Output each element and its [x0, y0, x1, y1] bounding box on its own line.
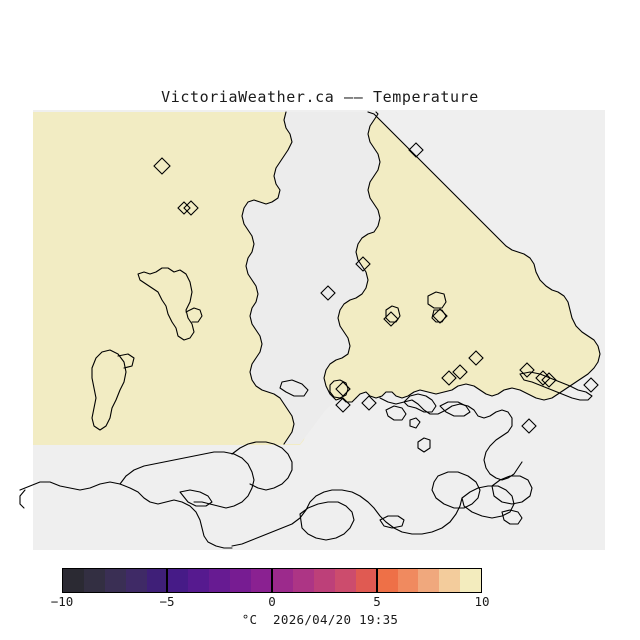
colorbar-tick-label: −10 — [50, 594, 74, 609]
colorbar-gradient[interactable] — [62, 568, 482, 593]
station-marker[interactable] — [541, 372, 557, 388]
station-marker[interactable] — [183, 200, 199, 216]
colorbar-swatch — [104, 569, 126, 592]
colorbar-tick-label: 0 — [268, 594, 276, 609]
colorbar-swatch — [83, 569, 105, 592]
colorbar-swatch — [167, 569, 189, 592]
colorbar-tick-label: 10 — [474, 594, 490, 609]
station-marker[interactable] — [383, 311, 399, 327]
colorbar-tick-label: 5 — [373, 594, 381, 609]
colorbar-swatch — [376, 569, 398, 592]
colorbar-swatch — [334, 569, 356, 592]
station-marker[interactable] — [355, 256, 371, 272]
station-marker[interactable] — [177, 201, 191, 215]
station-marker[interactable] — [441, 370, 457, 386]
colorbar-swatch — [146, 569, 168, 592]
colorbar-tick-labels: −10 −5 0 5 10 — [0, 594, 640, 612]
colorbar-swatch — [209, 569, 231, 592]
page-title: VictoriaWeather.ca —— Temperature — [161, 88, 479, 106]
colorbar-tick-label: −5 — [159, 594, 175, 609]
colorbar-legend: −10 −5 0 5 10 °C 2026/04/20 19:35 — [0, 560, 640, 640]
map-svg — [0, 110, 640, 550]
colorbar-swatch — [313, 569, 335, 592]
station-marker[interactable] — [452, 364, 468, 380]
colorbar-swatch — [355, 569, 377, 592]
station-marker[interactable] — [521, 418, 537, 434]
colorbar-swatch — [272, 569, 293, 592]
station-marker[interactable] — [153, 157, 171, 175]
station-marker[interactable] — [535, 370, 551, 386]
colorbar-swatch — [397, 569, 419, 592]
station-marker[interactable] — [432, 308, 448, 324]
water-inlet — [242, 112, 380, 444]
station-marker[interactable] — [320, 285, 336, 301]
station-marker[interactable] — [519, 362, 535, 378]
map-canvas[interactable] — [0, 110, 640, 550]
station-marker[interactable] — [583, 377, 599, 393]
colorbar-swatch — [251, 569, 273, 592]
colorbar-swatch — [460, 569, 482, 592]
station-marker[interactable] — [361, 395, 377, 411]
colorbar-swatch — [125, 569, 147, 592]
colorbar-swatch — [418, 569, 440, 592]
station-marker[interactable] — [335, 381, 351, 397]
coastlines — [19, 111, 601, 549]
colorbar-swatch — [439, 569, 461, 592]
colorbar-swatch — [292, 569, 314, 592]
station-marker[interactable] — [335, 397, 351, 413]
colorbar-swatch — [230, 569, 252, 592]
colorbar-swatch — [63, 569, 84, 592]
station-marker[interactable] — [408, 142, 424, 158]
colorbar-caption: °C 2026/04/20 19:35 — [241, 612, 399, 627]
station-marker[interactable] — [468, 350, 484, 366]
station-markers[interactable] — [153, 142, 599, 434]
colorbar-swatch — [188, 569, 210, 592]
